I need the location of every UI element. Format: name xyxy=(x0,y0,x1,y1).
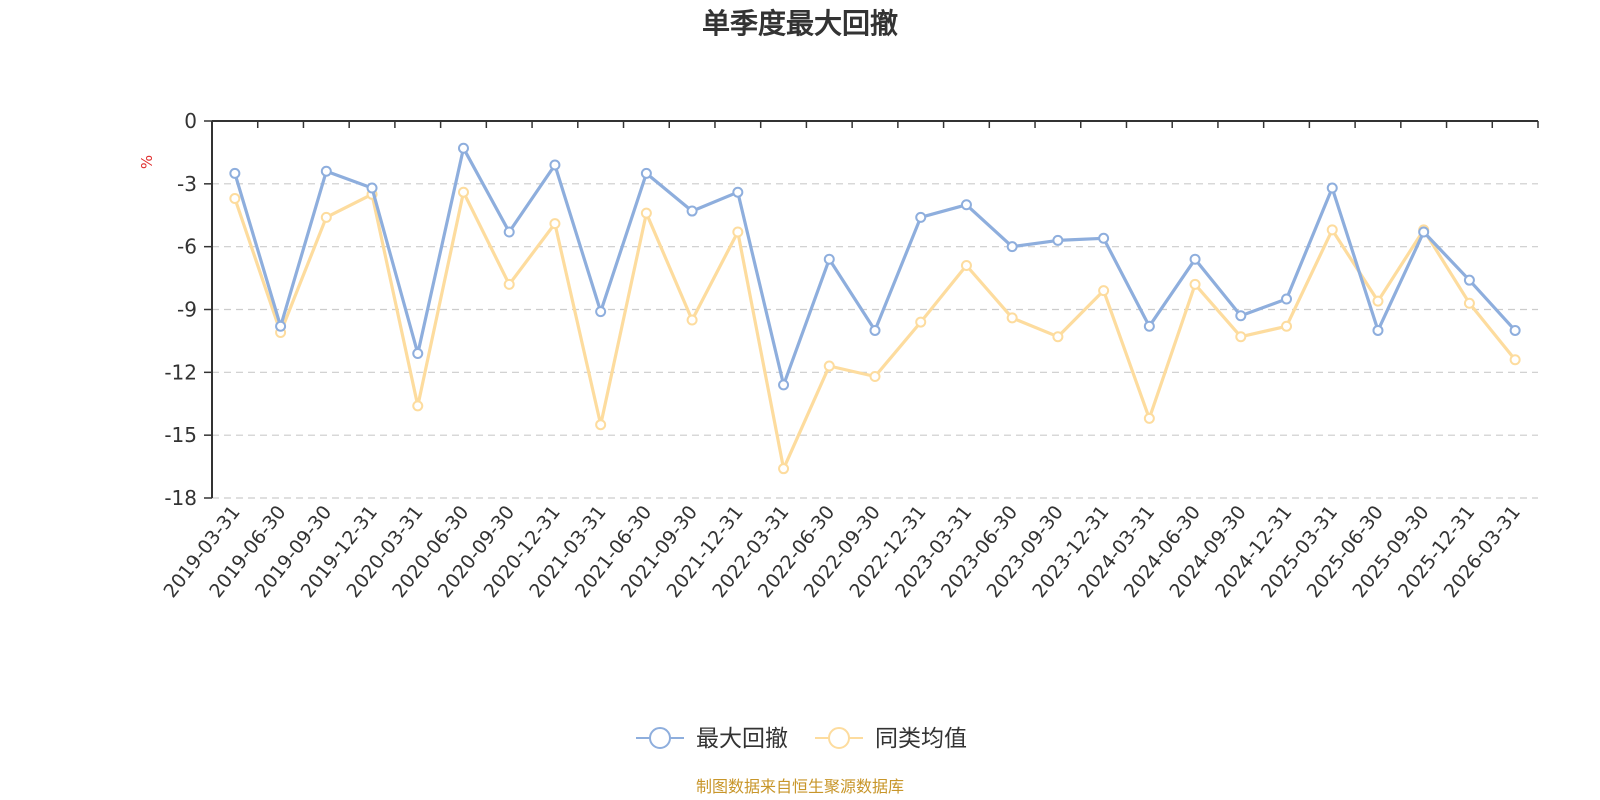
y-axis-unit: % xyxy=(138,155,156,169)
legend-marker-icon xyxy=(828,727,850,749)
data-point[interactable] xyxy=(229,192,241,204)
data-point[interactable] xyxy=(1052,331,1064,343)
data-point[interactable] xyxy=(1281,320,1293,332)
footer-source-note: 制图数据来自恒生聚源数据库 xyxy=(696,777,904,796)
data-point[interactable] xyxy=(457,142,469,154)
data-point[interactable] xyxy=(869,324,881,336)
series-lines xyxy=(229,142,1521,475)
data-point[interactable] xyxy=(1143,412,1155,424)
data-point[interactable] xyxy=(595,419,607,431)
y-tick-label: -6 xyxy=(177,235,197,259)
y-tick-labels: 0 -3 -6 -9 -12 -15 -18 xyxy=(164,109,197,510)
data-point[interactable] xyxy=(778,379,790,391)
legend[interactable]: 最大回撤 同类均值 xyxy=(636,726,967,752)
data-point[interactable] xyxy=(686,314,698,326)
data-point[interactable] xyxy=(1189,278,1201,290)
data-point[interactable] xyxy=(1189,253,1201,265)
data-point[interactable] xyxy=(412,400,424,412)
data-point[interactable] xyxy=(320,165,332,177)
data-point[interactable] xyxy=(823,360,835,372)
data-point[interactable] xyxy=(412,347,424,359)
data-point[interactable] xyxy=(503,278,515,290)
y-tick-label: -18 xyxy=(164,486,197,510)
legend-item-peer-average[interactable]: 同类均值 xyxy=(815,726,967,752)
data-point[interactable] xyxy=(869,371,881,383)
data-point[interactable] xyxy=(823,253,835,265)
chart-title: 单季度最大回撤 xyxy=(702,7,898,40)
data-point[interactable] xyxy=(960,260,972,272)
data-point[interactable] xyxy=(640,207,652,219)
data-point[interactable] xyxy=(549,159,561,171)
data-point[interactable] xyxy=(366,182,378,194)
data-point[interactable] xyxy=(503,226,515,238)
data-point[interactable] xyxy=(1509,324,1521,336)
data-point[interactable] xyxy=(1098,232,1110,244)
data-point[interactable] xyxy=(1098,285,1110,297)
x-tick-labels: 2019-03-312019-06-302019-09-302019-12-31… xyxy=(159,502,1525,603)
data-point[interactable] xyxy=(1326,224,1338,236)
axes xyxy=(204,120,1539,499)
data-point[interactable] xyxy=(915,316,927,328)
data-point[interactable] xyxy=(549,218,561,230)
data-point[interactable] xyxy=(778,463,790,475)
y-tick-label: -3 xyxy=(177,172,197,196)
data-point[interactable] xyxy=(1372,295,1384,307)
data-point[interactable] xyxy=(640,167,652,179)
data-point[interactable] xyxy=(686,205,698,217)
legend-marker-icon xyxy=(649,727,671,749)
y-tick-label: -9 xyxy=(177,298,197,322)
y-tick-label: 0 xyxy=(184,109,197,133)
data-point[interactable] xyxy=(1418,226,1430,238)
data-point[interactable] xyxy=(275,320,287,332)
legend-label: 最大回撤 xyxy=(696,726,788,752)
data-point[interactable] xyxy=(320,211,332,223)
legend-label: 同类均值 xyxy=(875,726,967,752)
data-point[interactable] xyxy=(1235,331,1247,343)
data-point[interactable] xyxy=(1463,274,1475,286)
data-point[interactable] xyxy=(732,226,744,238)
data-point[interactable] xyxy=(1463,297,1475,309)
data-point[interactable] xyxy=(915,211,927,223)
data-point[interactable] xyxy=(1006,312,1018,324)
data-point[interactable] xyxy=(457,186,469,198)
y-tick-label: -12 xyxy=(164,360,197,384)
data-point[interactable] xyxy=(1006,241,1018,253)
data-point[interactable] xyxy=(1052,234,1064,246)
data-point[interactable] xyxy=(1372,324,1384,336)
data-point[interactable] xyxy=(1235,310,1247,322)
legend-item-max-drawdown[interactable]: 最大回撤 xyxy=(636,726,788,752)
series-max-drawdown xyxy=(229,142,1521,391)
data-point[interactable] xyxy=(732,186,744,198)
data-point[interactable] xyxy=(960,199,972,211)
data-point[interactable] xyxy=(595,306,607,318)
data-point[interactable] xyxy=(1509,354,1521,366)
data-point[interactable] xyxy=(1281,293,1293,305)
y-tick-label: -15 xyxy=(164,423,197,447)
data-point[interactable] xyxy=(1143,320,1155,332)
data-point[interactable] xyxy=(1326,182,1338,194)
grid-lines xyxy=(212,183,1538,499)
data-point[interactable] xyxy=(229,167,241,179)
